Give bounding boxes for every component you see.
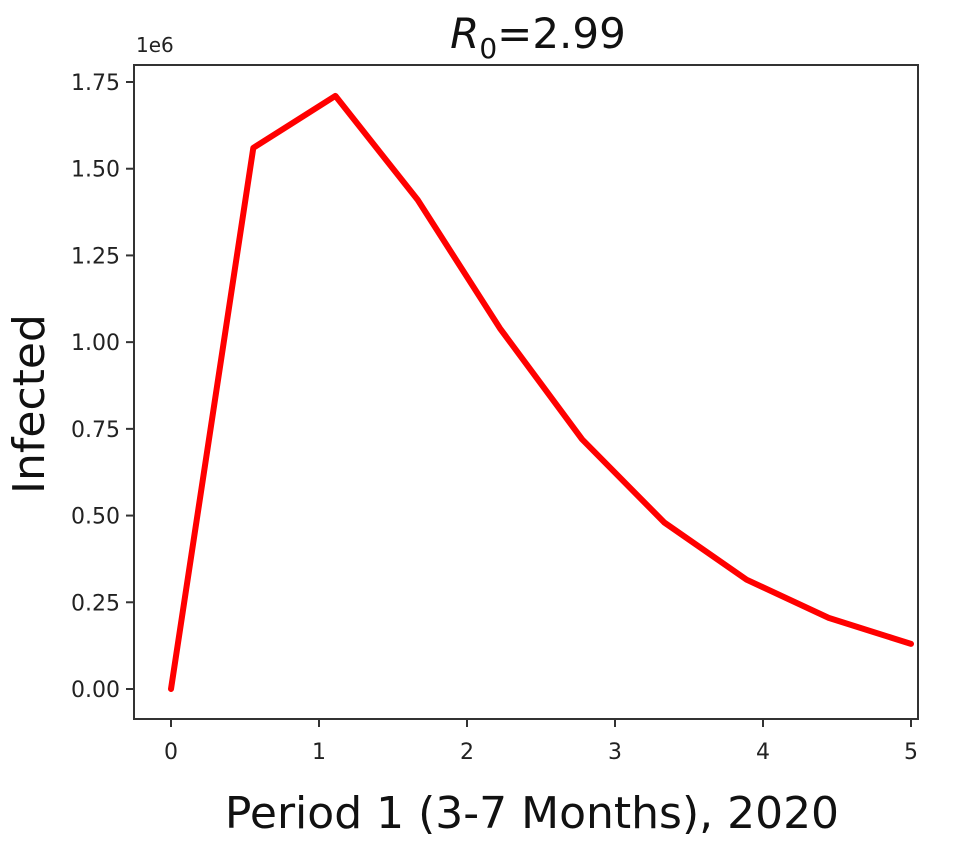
series-layer bbox=[168, 92, 914, 692]
y-tick-label: 0.25 bbox=[71, 591, 120, 616]
y-offset-label: 1e6 bbox=[136, 33, 174, 57]
title-subscript: 0 bbox=[479, 32, 497, 65]
x-tick-label: 3 bbox=[608, 740, 622, 765]
x-tick-label: 5 bbox=[904, 740, 918, 765]
chart-title: R0=2.99 bbox=[450, 9, 626, 65]
plot-area bbox=[133, 64, 919, 720]
y-axis: 0.00 0.25 0.50 0.75 1.00 1.25 1.50 1.75 bbox=[71, 71, 134, 703]
y-tick-label: 1.75 bbox=[71, 71, 120, 96]
y-tick-label: 1.25 bbox=[71, 244, 120, 269]
y-tick-label: 0.75 bbox=[71, 418, 120, 443]
x-tick-label: 1 bbox=[312, 740, 326, 765]
title-rest: =2.99 bbox=[497, 9, 626, 58]
title-variable: R bbox=[450, 9, 479, 58]
x-axis: 0 1 2 3 4 5 bbox=[164, 719, 918, 765]
x-axis-label: Period 1 (3-7 Months), 2020 bbox=[225, 788, 839, 839]
x-tick-label: 2 bbox=[460, 740, 474, 765]
series-line-infected bbox=[168, 92, 914, 692]
y-tick-label: 0.00 bbox=[71, 678, 120, 703]
y-tick-label: 0.50 bbox=[71, 505, 120, 530]
y-tick-label: 1.00 bbox=[71, 331, 120, 356]
y-tick-label: 1.50 bbox=[71, 158, 120, 183]
y-axis-label: Infected bbox=[4, 314, 55, 494]
x-tick-label: 4 bbox=[756, 740, 770, 765]
x-tick-label: 0 bbox=[164, 740, 178, 765]
